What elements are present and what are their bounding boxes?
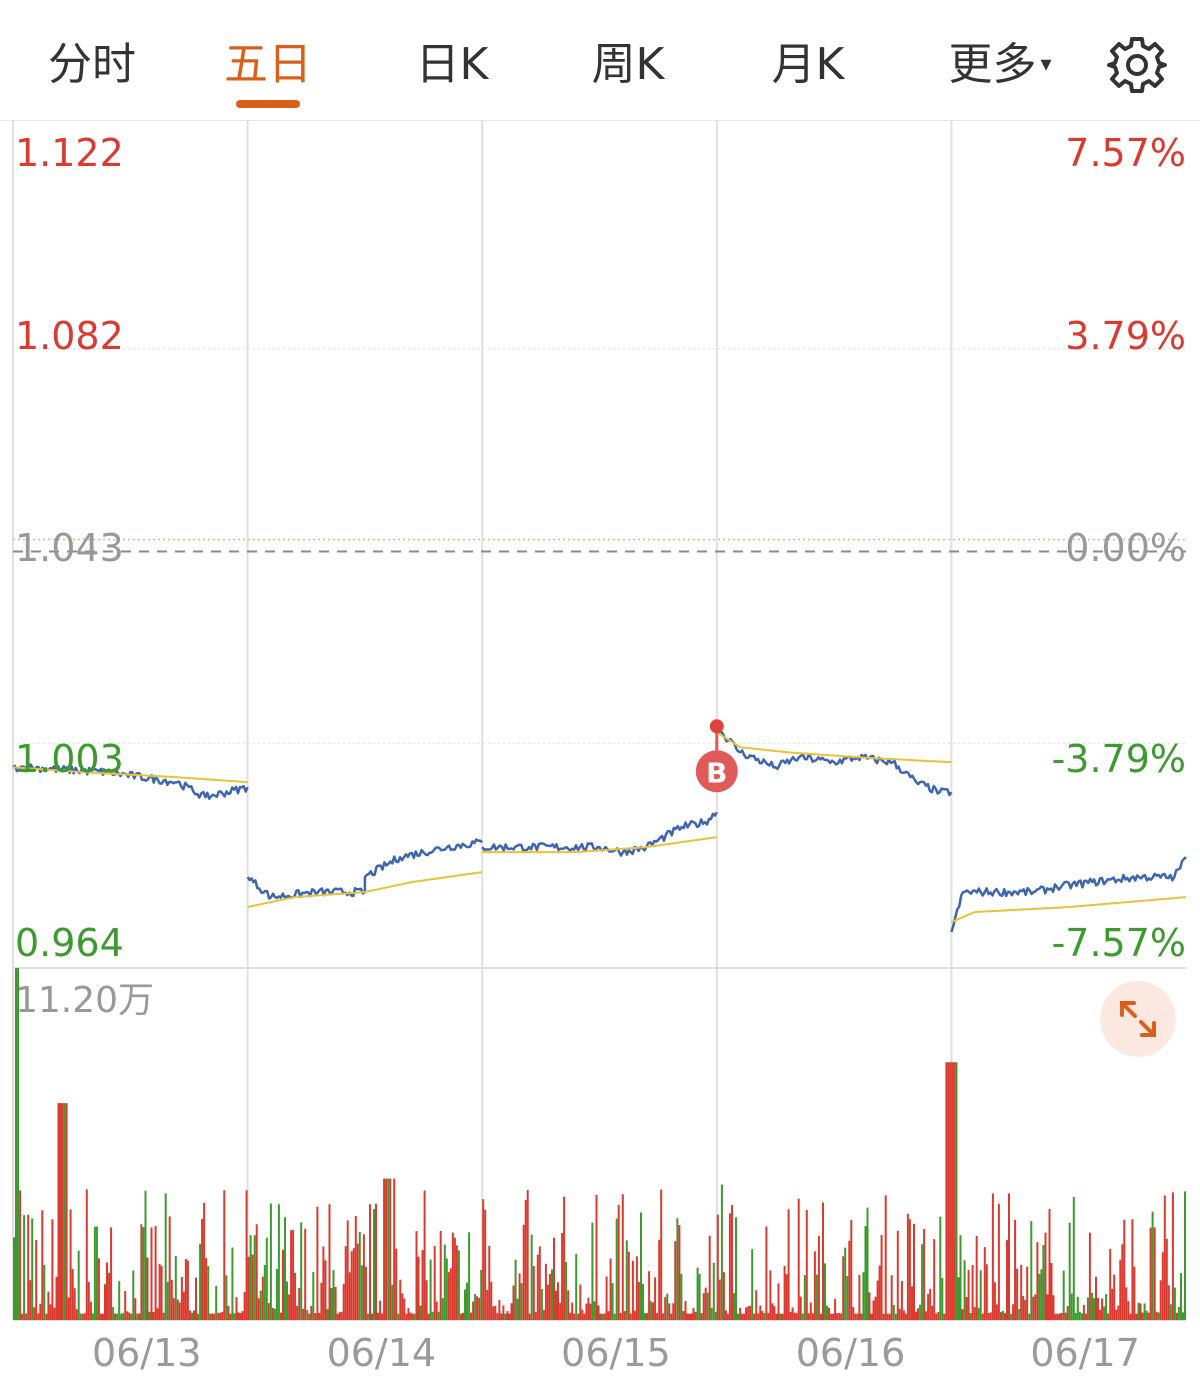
tab-minute[interactable]: 分时	[48, 39, 136, 90]
x-tick-label: 06/16	[796, 1331, 906, 1375]
y-tick-label-left: 1.003	[15, 737, 124, 781]
expand-icon[interactable]	[1100, 981, 1176, 1057]
gear-icon[interactable]	[1106, 34, 1168, 96]
trade-marker-badge	[695, 750, 738, 793]
five-day-chart[interactable]: 1.122 1.082 1.043 1.003 0.964 7.57% 3.79% 0.00%…	[0, 120, 1200, 1391]
x-tick-label: 06/14	[327, 1331, 437, 1375]
active-tab-indicator	[236, 100, 300, 108]
axis-labels: 1.122 1.082 1.043 1.003 0.964 7.57% 3.79% 0.00%…	[15, 131, 1186, 1375]
y-tick-label-left: 1.082	[15, 314, 124, 358]
tab-monthly-k[interactable]: 月K	[771, 39, 845, 90]
tab-daily-k[interactable]: 日K	[415, 39, 489, 90]
trade-marker-label: B	[706, 756, 727, 789]
chart-grid	[12, 120, 1186, 1321]
tab-more[interactable]: 更多 ▾	[930, 30, 1070, 100]
y-tick-label-left: 0.964	[15, 921, 124, 965]
x-tick-label: 06/13	[92, 1331, 202, 1375]
y-tick-label-left: 1.122	[15, 131, 124, 175]
tab-five-day[interactable]: 五日	[224, 39, 312, 90]
price-line	[12, 726, 1187, 933]
tab-more-label: 更多	[948, 39, 1037, 90]
y-tick-label-left: 1.043	[15, 526, 124, 570]
y-tick-label-right: 3.79%	[1065, 314, 1186, 358]
trade-marker-dot	[709, 719, 724, 734]
volume-max-label: 11.20万	[15, 980, 154, 1021]
x-tick-label: 06/17	[1030, 1331, 1140, 1375]
volume-bars	[13, 968, 1186, 1320]
y-tick-label-right: -3.79%	[1052, 737, 1186, 781]
average-price-line	[12, 731, 1187, 923]
tab-bar: 分时 五日 日K 周K 月K 更多 ▾	[0, 0, 1200, 121]
y-tick-label-right: 7.57%	[1065, 131, 1186, 175]
y-tick-label-right: 0.00%	[1065, 526, 1186, 570]
price-lines	[12, 726, 1187, 933]
tab-weekly-k[interactable]: 周K	[591, 39, 665, 90]
x-tick-label: 06/15	[561, 1331, 671, 1375]
trade-marker[interactable]: B	[695, 719, 738, 793]
y-tick-label-right: -7.57%	[1052, 921, 1186, 965]
chevron-down-icon: ▾	[1040, 52, 1052, 77]
